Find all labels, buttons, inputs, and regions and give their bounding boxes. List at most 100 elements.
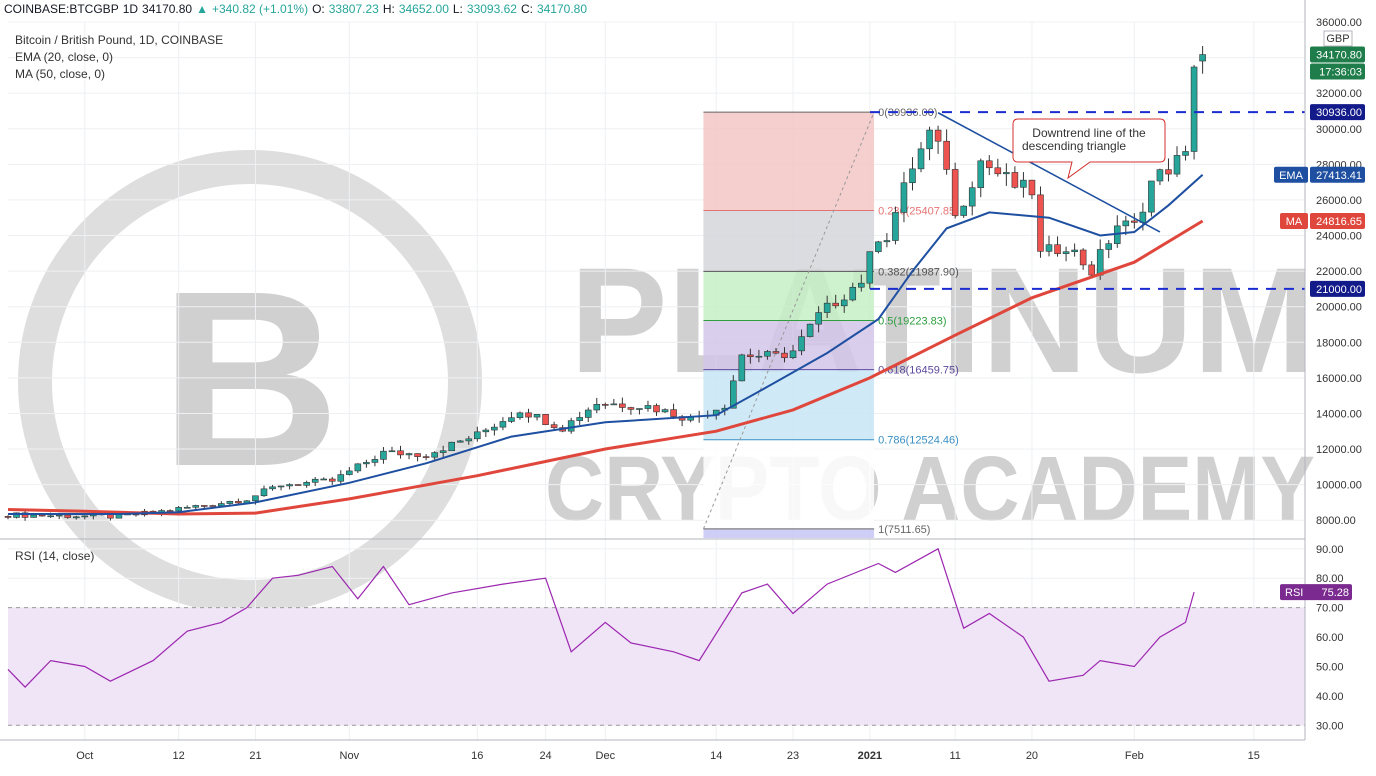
time-tick-label: Oct: [76, 750, 93, 762]
candle-body: [55, 514, 63, 517]
price-tick-label: 36000.00: [1316, 17, 1362, 29]
candle-body: [627, 407, 635, 410]
candle-body: [1190, 66, 1198, 152]
candle-body: [994, 167, 1002, 175]
currency-label: GBP: [1326, 33, 1349, 45]
candle-body: [840, 299, 848, 307]
level-tag-bg: [1310, 280, 1365, 297]
rsi-tag-key: RSI: [1285, 587, 1303, 599]
time-tick-label: 24: [539, 750, 551, 762]
candle-body: [311, 478, 319, 483]
open-label: O:: [312, 2, 325, 16]
watermark-text: PLATINUM: [570, 236, 1315, 404]
candle-body: [397, 450, 404, 456]
price-tick-label: 20000.00: [1316, 302, 1362, 314]
horizontal-levels[interactable]: [870, 111, 1305, 290]
price-tick-label: 24000.00: [1316, 231, 1362, 243]
chart-title[interactable]: Bitcoin / British Pound, 1D, COINBASE: [15, 33, 224, 47]
ema-legend[interactable]: EMA (20, close, 0): [15, 50, 114, 64]
callout-box: [1012, 118, 1166, 180]
candle-body: [781, 352, 788, 359]
candle-body: [354, 463, 362, 472]
candle-body: [47, 515, 54, 518]
watermark-logo-icon: B: [160, 239, 341, 518]
candle-body: [491, 426, 498, 431]
candle-body: [456, 440, 464, 443]
last-price-tag: 34170.80: [1316, 50, 1362, 62]
candle-body: [619, 403, 626, 408]
candles[interactable]: [4, 45, 1206, 521]
currency-box: [1323, 30, 1353, 47]
ema-line: [8, 174, 1204, 515]
price-tick-label: 22000.00: [1316, 266, 1362, 278]
price-tick-label: 18000.00: [1316, 337, 1362, 349]
rsi-legend[interactable]: RSI (14, close): [15, 549, 95, 563]
price-tick-label: 16000.00: [1316, 373, 1362, 385]
candle-body: [755, 355, 763, 358]
ma-line: [7, 219, 1204, 516]
candle-body: [576, 417, 583, 421]
candle-body: [320, 478, 328, 481]
high-value: 34652.00: [398, 2, 449, 16]
candle-body: [670, 409, 677, 417]
last-price: 34170.80: [142, 2, 193, 16]
candle-body: [1071, 249, 1078, 253]
rsi-tag-bg: [1280, 584, 1352, 601]
candle-body: [1122, 220, 1130, 227]
price-tick-label: 26000.00: [1316, 195, 1362, 207]
candle-body: [1182, 151, 1189, 156]
candle-body: [602, 404, 609, 406]
candle-body: [943, 140, 950, 170]
candle-body: [286, 484, 293, 487]
candle-body: [653, 405, 660, 413]
fib-zone: [703, 320, 875, 370]
candle-body: [431, 452, 438, 458]
high-label: H:: [382, 2, 395, 16]
candle-body: [482, 429, 490, 433]
candle-body: [772, 351, 780, 354]
countdown-tag: 17:36:03: [1319, 67, 1362, 79]
candle-body: [900, 182, 908, 213]
interval[interactable]: 1D: [122, 2, 139, 16]
low-label: L:: [452, 2, 463, 16]
candle-body: [1020, 179, 1027, 188]
candle-body: [422, 456, 430, 458]
rsi-tick-label: 90.00: [1316, 544, 1344, 556]
candle-body: [303, 482, 310, 486]
candle-body: [465, 438, 473, 442]
time-tick-label: Nov: [340, 750, 360, 762]
candle-body: [806, 323, 814, 337]
candle-body: [380, 450, 387, 460]
indicator-lines[interactable]: [7, 112, 1204, 688]
candle-body: [858, 282, 865, 288]
ma-legend[interactable]: MA (50, close, 0): [15, 67, 106, 81]
downtrend-line: [937, 112, 1161, 233]
time-tick-label: Feb: [1125, 750, 1144, 762]
level-tag: 30936.00: [1316, 107, 1362, 119]
candle-body: [730, 380, 737, 409]
ma-tag-key-bg: [1280, 212, 1308, 229]
candle-body: [235, 501, 242, 504]
candle-body: [252, 495, 259, 502]
rsi-tick-label: 50.00: [1316, 661, 1344, 673]
level-tag: 21000.00: [1316, 284, 1362, 296]
candle-body: [789, 350, 797, 359]
symbol-name[interactable]: COINBASE:BTCGBP: [4, 2, 119, 16]
time-tick-label: 16: [471, 750, 483, 762]
candle-body: [1088, 264, 1095, 276]
candle-body: [1037, 194, 1044, 252]
candle-body: [260, 488, 268, 497]
ema-tag-bg: [1310, 166, 1365, 183]
time-tick-label: 2021: [858, 750, 882, 762]
candle-body: [1156, 169, 1164, 182]
candle-body: [81, 515, 89, 518]
candle-body: [200, 505, 208, 507]
candle-body: [764, 351, 771, 357]
change-up-icon: ▲: [196, 2, 208, 16]
time-tick-label: 12: [173, 750, 185, 762]
candle-body: [388, 450, 396, 453]
last-price-tag-bg: [1310, 46, 1365, 63]
candle-body: [516, 412, 524, 418]
